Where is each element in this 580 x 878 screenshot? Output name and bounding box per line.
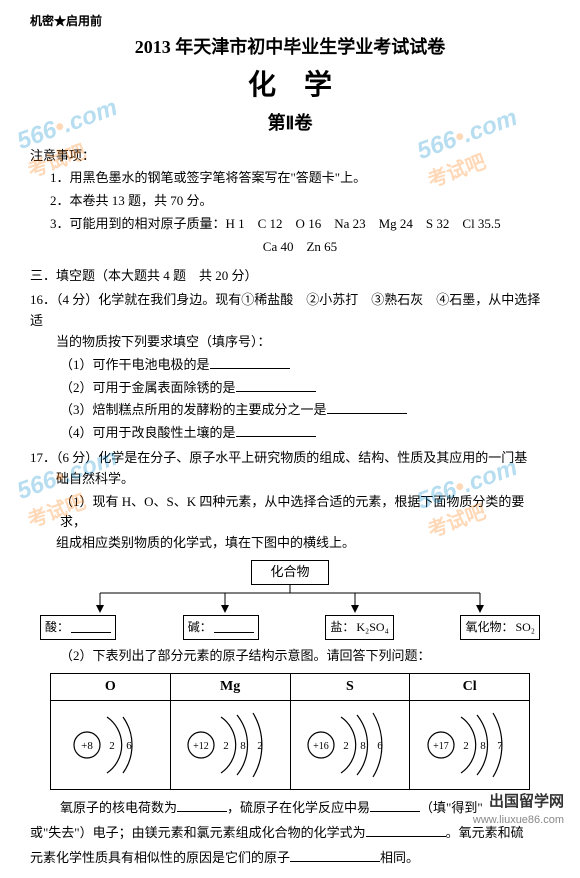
q17-tail2a: 或"失去"）电子；由镁元素和氯元素组成化合物的化学式为 [30, 825, 366, 840]
atom-svg-O: +8 2 6 [55, 705, 165, 785]
atom-head-Cl: Cl [410, 674, 529, 701]
notice-1: 1．用黑色墨水的钢笔或签字笔将答案写在"答题卡"上。 [50, 168, 550, 189]
title-subject: 化学 [30, 64, 550, 109]
footer-site-name: 出国留学网 [489, 790, 564, 811]
q17-tail3b: 相同。 [380, 850, 419, 865]
blank [366, 823, 446, 837]
q17-tail-3: 元素化学性质具有相似性的原因是它们的原子 相同。 [30, 848, 550, 869]
q16-item-3-text: （3）焙制糕点所用的发酵粉的主要成分之一是 [60, 402, 327, 417]
tree-salt: 盐：K₂SO₄ [325, 615, 393, 640]
q17-tail1b: ，硫原子在化学反应中易 [227, 800, 370, 815]
atom-cell-S: +16 2 8 6 [291, 701, 410, 789]
svg-text:+16: +16 [313, 741, 329, 752]
atom-col-Cl: Cl +17 2 8 7 [410, 674, 529, 789]
q16-head2: 当的物质按下列要求填空（填序号）： [56, 332, 550, 353]
blank [327, 400, 407, 414]
svg-text:2: 2 [223, 740, 229, 752]
secret-label: 机密★启用前 [30, 12, 550, 31]
q17-p1a: （1）现有 H、O、S、K 四种元素，从中选择合适的元素，根据下面物质分类的要求… [60, 492, 550, 534]
q17-head2: 础自然科学。 [56, 469, 550, 490]
atom-head-Mg: Mg [171, 674, 290, 701]
q16-item-2-text: （2）可用于金属表面除锈的是 [60, 380, 236, 395]
q16-item-2: （2）可用于金属表面除锈的是 [60, 378, 550, 399]
blank [236, 423, 316, 437]
tree-base: 碱： [183, 615, 259, 640]
q16-item-3: （3）焙制糕点所用的发酵粉的主要成分之一是 [60, 400, 550, 421]
q16-item-4-text: （4）可用于改良酸性土壤的是 [60, 425, 236, 440]
q16-item-4: （4）可用于改良酸性土壤的是 [60, 423, 550, 444]
tree-oxide-label: 氧化物： [465, 618, 513, 637]
atom-col-Mg: Mg +12 2 8 2 [171, 674, 291, 789]
svg-text:8: 8 [480, 740, 486, 752]
blank [236, 378, 316, 392]
q17-tail2b: 。氧元素和硫 [446, 825, 524, 840]
tree-salt-label: 盐： [330, 618, 354, 637]
footer-site-url: www.liuxue86.com [473, 814, 564, 826]
tree-acid: 酸： [40, 615, 116, 640]
atom-svg-S: +16 2 8 6 [295, 705, 405, 785]
svg-text:6: 6 [377, 740, 383, 752]
exam-page: 机密★启用前 2013 年天津市初中毕业生学业考试试卷 化学 第Ⅱ卷 注意事项：… [0, 0, 580, 878]
tree-oxide: 氧化物：SO₂ [460, 615, 540, 640]
svg-text:+17: +17 [433, 741, 449, 752]
q16-item-1: （1）可作干电池电极的是 [60, 355, 550, 376]
q17-tail1a: 氧原子的核电荷数为 [60, 800, 177, 815]
svg-text:2: 2 [463, 740, 469, 752]
blank [177, 798, 227, 812]
atom-head-O: O [51, 674, 170, 701]
svg-text:8: 8 [240, 740, 246, 752]
svg-text:8: 8 [360, 740, 366, 752]
tree-acid-label: 酸： [45, 618, 69, 637]
compound-box: 化合物 [251, 560, 328, 585]
compound-tree: 化合物 酸： 碱： 盐：K₂SO₄ 氧化物：SO₂ [30, 560, 550, 640]
tree-oxide-value: SO₂ [515, 618, 535, 637]
svg-text:2: 2 [257, 740, 263, 752]
atom-cell-O: +8 2 6 [51, 701, 170, 789]
tree-row: 酸： 碱： 盐：K₂SO₄ 氧化物：SO₂ [30, 615, 550, 640]
blank [210, 355, 290, 369]
blank [214, 621, 254, 633]
q17-head: 17．（6 分）化学是在分子、原子水平上研究物质的组成、结构、性质及其应用的一门… [30, 448, 550, 469]
tree-connector-svg [50, 585, 530, 615]
atom-cell-Mg: +12 2 8 2 [171, 701, 290, 789]
notice-2: 2．本卷共 13 题，共 70 分。 [50, 191, 550, 212]
svg-text:2: 2 [343, 740, 349, 752]
blank [71, 621, 111, 633]
atom-col-O: O +8 2 6 [51, 674, 171, 789]
atom-col-S: S +16 2 8 6 [291, 674, 411, 789]
q17-p1b: 组成相应类别物质的化学式，填在下图中的横线上。 [56, 533, 550, 554]
svg-text:+8: +8 [82, 740, 94, 752]
q17-p2: （2）下表列出了部分元素的原子结构示意图。请回答下列问题： [60, 646, 550, 667]
title-part: 第Ⅱ卷 [30, 109, 550, 138]
blank [370, 798, 420, 812]
title-main: 2013 年天津市初中毕业生学业考试试卷 [30, 33, 550, 62]
q16-item-1-text: （1）可作干电池电极的是 [60, 357, 210, 372]
notice-3: 3．可能用到的相对原子质量：H 1 C 12 O 16 Na 23 Mg 24 … [50, 214, 550, 235]
atom-table: O +8 2 6 Mg +12 [50, 673, 530, 790]
q17-tail3a: 元素化学性质具有相似性的原因是它们的原子 [30, 850, 290, 865]
svg-text:6: 6 [127, 740, 133, 752]
notice-3-line2: Ca 40 Zn 65 [50, 237, 550, 258]
blank [290, 848, 380, 862]
section-3-head: 三．填空题（本大题共 4 题 共 20 分） [30, 266, 550, 287]
tree-salt-value: K₂SO₄ [356, 618, 388, 637]
notice-head: 注意事项： [30, 146, 550, 167]
atom-svg-Mg: +12 2 8 2 [175, 705, 285, 785]
q16-head: 16．（4 分）化学就在我们身边。现有①稀盐酸 ②小苏打 ③熟石灰 ④石墨，从中… [30, 290, 550, 332]
tree-base-label: 碱： [188, 618, 212, 637]
atom-head-S: S [291, 674, 410, 701]
svg-text:+12: +12 [193, 741, 209, 752]
svg-text:7: 7 [497, 740, 503, 752]
q17-tail1c: （填"得到" [420, 800, 483, 815]
svg-text:2: 2 [110, 740, 116, 752]
atom-svg-Cl: +17 2 8 7 [415, 705, 525, 785]
atom-cell-Cl: +17 2 8 7 [410, 701, 529, 789]
q17-tail-2: 或"失去"）电子；由镁元素和氯元素组成化合物的化学式为 。氧元素和硫 [30, 823, 550, 844]
